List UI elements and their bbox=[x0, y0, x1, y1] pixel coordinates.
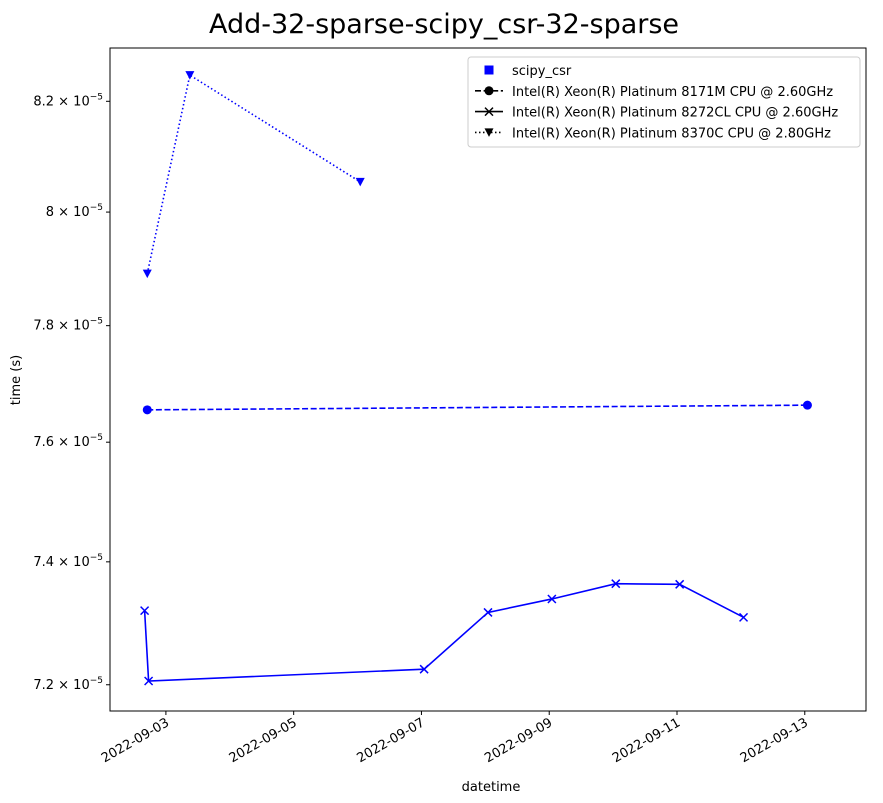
legend-marker-shape bbox=[484, 86, 494, 96]
y-tick-label: 7.6 × 10−5 bbox=[33, 433, 103, 450]
data-point bbox=[185, 71, 195, 80]
legend-box bbox=[467, 56, 861, 148]
legend-entry: scipy_csr bbox=[484, 64, 572, 79]
y-axis-label: time (s) bbox=[9, 355, 24, 405]
data-point bbox=[142, 405, 152, 415]
data-point bbox=[802, 400, 812, 410]
x-tick-label: 2022-09-13 bbox=[738, 715, 811, 766]
x-tick-label: 2022-09-03 bbox=[99, 715, 172, 766]
series-3-line bbox=[146, 73, 361, 274]
series-3 bbox=[142, 71, 365, 279]
series-1 bbox=[142, 400, 812, 415]
y-axis-ticks: 7.2 × 10−5 7.4 × 10−5 7.6 × 10−5 7.8 × 10−5… bbox=[33, 92, 110, 693]
x-tick-label: 2022-09-11 bbox=[610, 715, 683, 766]
legend-marker bbox=[484, 107, 494, 117]
x-tick-label: 2022-09-07 bbox=[355, 715, 428, 766]
x-tick-label: 2022-09-09 bbox=[482, 715, 555, 766]
legend-marker bbox=[484, 128, 494, 137]
legend-marker bbox=[484, 86, 494, 96]
y-tick-label: 7.8 × 10−5 bbox=[33, 317, 103, 334]
data-point bbox=[675, 579, 685, 589]
series-1-line bbox=[147, 404, 808, 411]
legend-marker-shape bbox=[484, 107, 494, 117]
x-axis-label: datetime bbox=[462, 780, 521, 795]
legend: scipy_csr Intel(R) Xeon(R) Platinum 8171M… bbox=[467, 56, 861, 148]
legend-entry: Intel(R) Xeon(R) Platinum 8171M CPU @ 2.… bbox=[475, 85, 833, 100]
legend-entry: Intel(R) Xeon(R) Platinum 8370C CPU @ 2.… bbox=[475, 126, 831, 141]
legend-marker-shape bbox=[484, 128, 494, 137]
series-layer bbox=[140, 71, 812, 686]
x-tick-label: 2022-09-05 bbox=[227, 715, 300, 766]
y-tick-label: 7.4 × 10−5 bbox=[33, 553, 103, 570]
legend-entry: Intel(R) Xeon(R) Platinum 8272CL CPU @ 2… bbox=[475, 106, 838, 121]
chart-title: Add-32-sparse-scipy_csr-32-sparse bbox=[209, 9, 679, 40]
data-point bbox=[611, 579, 621, 589]
data-point bbox=[355, 177, 365, 187]
series-2-line bbox=[143, 582, 744, 682]
legend-label: Intel(R) Xeon(R) Platinum 8171M CPU @ 2.… bbox=[512, 85, 833, 100]
legend-label: scipy_csr bbox=[512, 64, 572, 79]
data-point bbox=[144, 676, 154, 686]
data-point bbox=[140, 606, 150, 616]
plot-area-frame bbox=[109, 47, 867, 712]
series-2 bbox=[140, 579, 749, 686]
data-point bbox=[142, 269, 152, 279]
data-point bbox=[419, 664, 429, 674]
x-axis-ticks: 2022-09-03 2022-09-05 2022-09-07 2022-09-09… bbox=[99, 711, 811, 766]
data-point bbox=[547, 594, 557, 604]
legend-marker bbox=[484, 65, 494, 75]
legend-label: Intel(R) Xeon(R) Platinum 8272CL CPU @ 2… bbox=[512, 106, 838, 121]
y-tick-label: 7.2 × 10−5 bbox=[33, 676, 103, 693]
y-tick-label: 8 × 10−5 bbox=[46, 203, 103, 220]
y-tick-label: 8.2 × 10−5 bbox=[33, 92, 103, 109]
legend-label: Intel(R) Xeon(R) Platinum 8370C CPU @ 2.… bbox=[512, 126, 831, 141]
data-point bbox=[739, 612, 749, 622]
data-point bbox=[483, 607, 493, 617]
